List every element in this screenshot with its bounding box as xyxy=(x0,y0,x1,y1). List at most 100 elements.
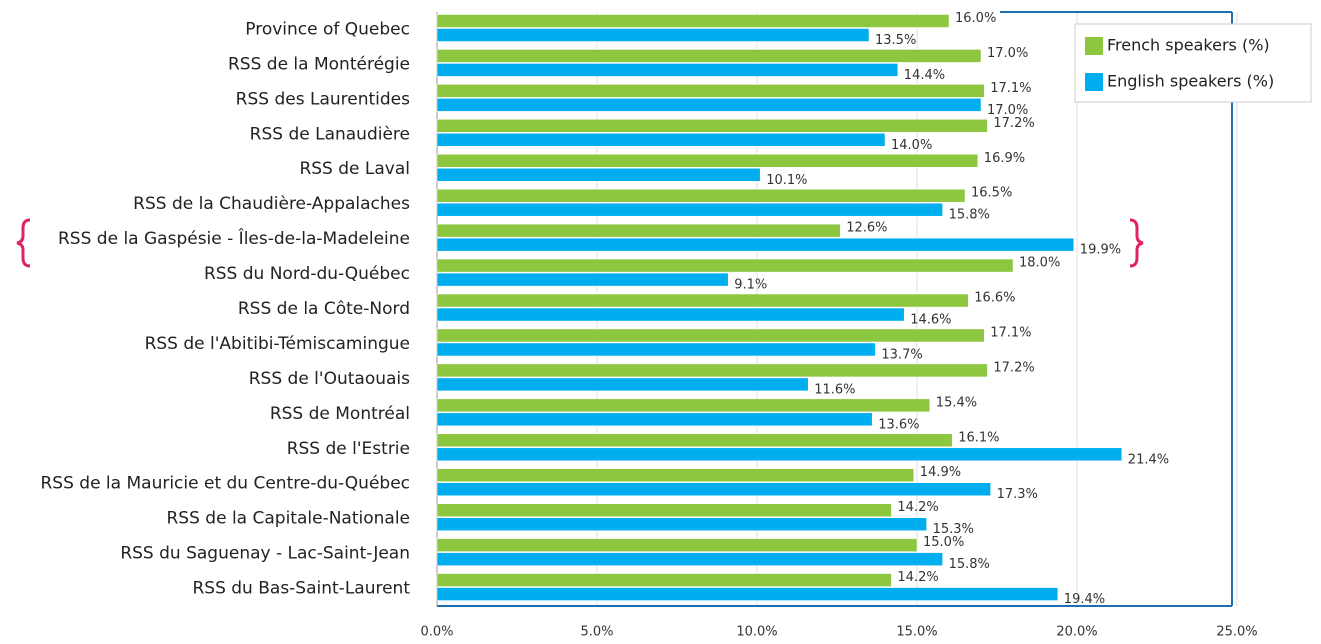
x-tick-label: 5.0% xyxy=(580,625,613,640)
value-label: 17.1% xyxy=(990,325,1031,340)
y-tick-label: RSS de l'Estrie xyxy=(287,439,410,459)
legend-box xyxy=(1074,23,1312,103)
value-label: 14.0% xyxy=(891,138,932,153)
legend-swatch xyxy=(1085,73,1103,91)
y-tick-label: RSS de Montréal xyxy=(270,404,410,424)
value-label: 16.1% xyxy=(958,430,999,445)
bar xyxy=(436,342,876,357)
value-label: 13.5% xyxy=(875,33,916,48)
value-label: 13.6% xyxy=(878,417,919,432)
value-label: 15.8% xyxy=(949,557,990,572)
bar xyxy=(436,154,979,168)
bar xyxy=(436,293,969,308)
bar xyxy=(436,63,899,77)
bar xyxy=(436,363,988,378)
bar xyxy=(436,538,918,552)
bar xyxy=(436,573,892,587)
value-label: 21.4% xyxy=(1128,452,1169,467)
legend: French speakers (%) English speakers (%) xyxy=(1074,23,1312,103)
value-label: 17.0% xyxy=(987,46,1028,61)
y-tick-label: RSS de l'Outaouais xyxy=(249,369,410,389)
bar xyxy=(436,517,927,531)
value-label: 15.8% xyxy=(949,208,990,223)
value-label: 16.9% xyxy=(984,151,1025,166)
y-tick-label: RSS de la Côte-Nord xyxy=(238,299,410,319)
y-tick-label: RSS de Laval xyxy=(299,159,410,179)
x-tick-label: 25.0% xyxy=(1216,625,1257,640)
value-label: 19.9% xyxy=(1080,243,1121,258)
x-tick-label: 15.0% xyxy=(896,625,937,640)
y-tick-label: RSS de la Gaspésie - Îles-de-la-Madelein… xyxy=(58,227,410,249)
bar xyxy=(436,133,886,147)
value-label: 9.1% xyxy=(734,278,767,293)
bar xyxy=(436,398,931,413)
value-label: 14.4% xyxy=(904,68,945,83)
legend-label: French speakers (%) xyxy=(1107,36,1270,55)
value-label: 14.6% xyxy=(910,313,951,328)
y-tick-label: Province of Quebec xyxy=(245,19,410,39)
y-tick-label: RSS de la Chaudière-Appalaches xyxy=(133,194,410,214)
y-tick-label: RSS de l'Abitibi-Témiscamingue xyxy=(145,334,410,354)
value-label: 16.0% xyxy=(955,11,996,26)
bar xyxy=(436,119,988,133)
highlight-brace xyxy=(16,218,31,268)
value-label: 13.7% xyxy=(881,347,922,362)
x-tick-label: 20.0% xyxy=(1056,625,1097,640)
y-tick-label: RSS du Saguenay - Lac-Saint-Jean xyxy=(120,544,410,564)
bar xyxy=(436,328,985,343)
bar xyxy=(436,552,943,566)
value-label: 15.4% xyxy=(936,395,977,410)
value-label: 17.0% xyxy=(987,103,1028,118)
value-label: 19.4% xyxy=(1064,592,1105,607)
y-tick-label: RSS des Laurentides xyxy=(236,89,410,109)
value-label: 17.2% xyxy=(993,360,1034,375)
legend-label: English speakers (%) xyxy=(1107,72,1274,91)
value-label: 10.1% xyxy=(766,173,807,188)
bar xyxy=(436,482,991,496)
bar xyxy=(436,168,761,182)
bar xyxy=(436,587,1059,601)
bar xyxy=(436,188,966,203)
x-tick-label: 10.0% xyxy=(736,625,777,640)
value-label: 17.3% xyxy=(997,487,1038,502)
y-tick-label: RSS du Nord-du-Québec xyxy=(204,264,410,284)
legend-swatch xyxy=(1085,37,1103,55)
value-label: 18.0% xyxy=(1019,256,1060,271)
value-label: 14.9% xyxy=(920,465,961,480)
bar xyxy=(436,307,905,322)
bar xyxy=(436,98,982,112)
bar xyxy=(436,377,809,392)
bar xyxy=(436,14,950,28)
bars xyxy=(436,14,1123,601)
x-tick-label: 0.0% xyxy=(420,625,453,640)
value-label: 14.2% xyxy=(897,500,938,515)
y-tick-label: RSS de la Mauricie et du Centre-du-Québe… xyxy=(40,474,410,494)
value-label: 15.0% xyxy=(923,535,964,550)
bar xyxy=(436,84,985,98)
bar xyxy=(436,28,870,42)
value-label: 17.2% xyxy=(993,116,1034,131)
bar xyxy=(436,468,915,482)
highlight-brace xyxy=(1129,218,1144,268)
y-tick-label: RSS de Lanaudière xyxy=(250,124,410,144)
bar xyxy=(436,237,1075,252)
value-label: 14.2% xyxy=(897,570,938,585)
value-label: 11.6% xyxy=(814,382,855,397)
bar xyxy=(436,272,729,287)
bar xyxy=(436,433,953,448)
bar xyxy=(436,49,982,63)
y-tick-label: RSS de la Montérégie xyxy=(228,54,410,74)
bar xyxy=(436,223,841,238)
bar xyxy=(436,503,892,517)
y-tick-label: RSS de la Capitale-Nationale xyxy=(167,509,411,529)
value-label: 17.1% xyxy=(990,81,1031,96)
bar xyxy=(436,202,943,217)
bar xyxy=(436,412,873,427)
bar xyxy=(436,447,1123,462)
y-tick-label: RSS du Bas-Saint-Laurent xyxy=(192,579,410,599)
value-label: 12.6% xyxy=(846,221,887,236)
value-label: 16.6% xyxy=(974,291,1015,306)
value-label: 15.3% xyxy=(933,522,974,537)
value-label: 16.5% xyxy=(971,186,1012,201)
